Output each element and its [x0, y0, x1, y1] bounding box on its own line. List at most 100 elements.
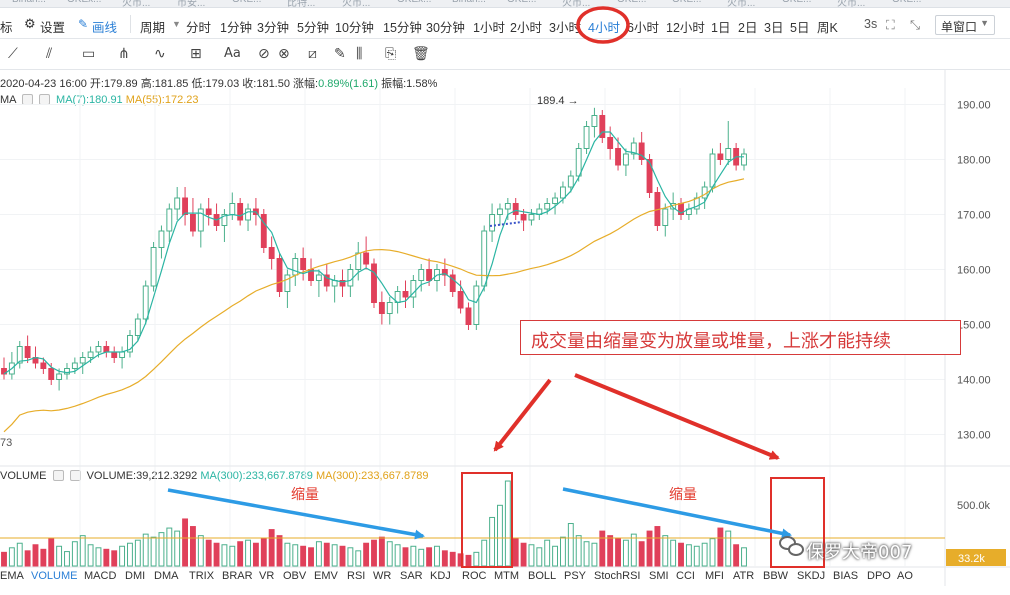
indicator-tab-emv[interactable]: EMV: [314, 570, 338, 582]
volume-tick: 500.0k: [957, 500, 991, 512]
indicator-tab-sar[interactable]: SAR: [400, 570, 423, 582]
indicator-tab-brar[interactable]: BRAR: [222, 570, 253, 582]
indicator-tab-cci[interactable]: CCI: [676, 570, 695, 582]
indicator-tab-smi[interactable]: SMI: [649, 570, 669, 582]
period-2[interactable]: 3分钟: [257, 21, 289, 35]
browser-tab[interactable]: Binan...: [452, 0, 486, 5]
indicator-tab-rsi[interactable]: RSI: [347, 570, 366, 582]
indicator-tab-obv[interactable]: OBV: [283, 570, 307, 582]
indicator-tab-vr[interactable]: VR: [259, 570, 275, 582]
candle-up: [64, 368, 70, 375]
browser-tab[interactable]: OKE...: [892, 0, 921, 5]
indicator-tab-mfi[interactable]: MFI: [705, 570, 724, 582]
candle-up: [87, 351, 94, 358]
indicator-tab-dpo[interactable]: DPO: [867, 570, 891, 582]
settings-icon[interactable]: ⚙: [24, 17, 36, 32]
browser-tab[interactable]: 火币...: [727, 0, 756, 8]
period-13[interactable]: 1日: [711, 21, 731, 35]
trash-icon[interactable]: 🗑: [412, 46, 430, 62]
period-10[interactable]: 4小时: [588, 21, 620, 35]
indicator-tab-macd[interactable]: MACD: [84, 570, 117, 582]
browser-tab[interactable]: 币安...: [177, 0, 206, 8]
settings-button[interactable]: 设置: [40, 21, 66, 35]
browser-tab[interactable]: OKEx...: [397, 0, 431, 5]
browser-tab[interactable]: OKE...: [232, 0, 261, 5]
price-tick: 170.00: [957, 210, 991, 222]
lock-icon[interactable]: ⊗: [278, 46, 290, 62]
browser-tab[interactable]: OKEx...: [67, 0, 101, 5]
browser-tab[interactable]: 火币...: [562, 0, 591, 8]
candle-up: [567, 175, 574, 188]
drawing-toolbar: ⟋ ⫽ ▭ ⋔ ∿ ⊞ Aa ⊘ ⊗ ⧄ ✎ ⫼ ⎘ 🗑: [0, 40, 1010, 70]
volume-bar: [213, 542, 220, 567]
draw-icon[interactable]: ✎: [78, 17, 89, 31]
period-17[interactable]: 周K: [817, 21, 838, 35]
period-7[interactable]: 1小时: [473, 21, 505, 35]
indicator-tab-dmi[interactable]: DMI: [125, 570, 146, 582]
period-9[interactable]: 3小时: [549, 21, 581, 35]
period-1[interactable]: 1分钟: [220, 21, 252, 35]
period-14[interactable]: 2日: [738, 21, 758, 35]
settings-icon[interactable]: [52, 470, 64, 481]
indicator-tab-dma[interactable]: DMA: [154, 570, 179, 582]
period-12[interactable]: 12小时: [666, 21, 705, 35]
candle-down: [276, 258, 283, 292]
indicator-tab-ao[interactable]: AO: [897, 570, 913, 582]
period-5[interactable]: 15分钟: [383, 21, 422, 35]
indicator-tab-skdj[interactable]: SKDJ: [797, 570, 826, 582]
wave-tool-icon[interactable]: ∿: [154, 46, 166, 62]
period-3[interactable]: 5分钟: [297, 21, 329, 35]
indicator-tab-ema[interactable]: EMA: [0, 570, 24, 582]
browser-tab[interactable]: OKE...: [507, 0, 536, 5]
period-15[interactable]: 3日: [764, 21, 784, 35]
indicator-tab-trix[interactable]: TRIX: [189, 570, 215, 582]
browser-tab[interactable]: 火币...: [342, 0, 371, 8]
browser-tab[interactable]: 火币...: [837, 0, 866, 8]
magnet-icon[interactable]: ⊘: [258, 46, 270, 62]
period-8[interactable]: 2小时: [510, 21, 542, 35]
indicator-tab-stochrsi[interactable]: StochRSI: [594, 570, 641, 582]
bars-icon[interactable]: ⫼: [356, 46, 363, 62]
rectangle-tool-icon[interactable]: ▭: [82, 46, 96, 62]
indicator-tab-mtm[interactable]: MTM: [494, 570, 520, 582]
browser-tab[interactable]: 火币...: [122, 0, 151, 8]
copy-icon[interactable]: ⎘: [385, 46, 397, 62]
period-0[interactable]: 分时: [186, 21, 212, 35]
period-16[interactable]: 5日: [790, 21, 810, 35]
candle-up: [410, 280, 417, 298]
window-mode-select[interactable]: 单窗口 ▼: [935, 15, 995, 35]
shrink-icon[interactable]: ⤡: [910, 17, 921, 32]
candle-up: [355, 252, 362, 270]
browser-tab[interactable]: OKE...: [672, 0, 701, 5]
indicator-tab-volume[interactable]: VOLUME: [31, 570, 78, 582]
period-11[interactable]: 6小时: [627, 21, 659, 35]
browser-tab[interactable]: 比特...: [287, 0, 316, 8]
indicator-tab-wr[interactable]: WR: [373, 570, 392, 582]
grid-tool-icon[interactable]: ⊞: [190, 46, 202, 62]
candle-down: [599, 115, 606, 138]
fork-tool-icon[interactable]: ⋔: [118, 46, 130, 62]
indicator-tab-bbw[interactable]: BBW: [763, 570, 789, 582]
volume-bar: [111, 550, 118, 567]
browser-tab[interactable]: OKE...: [782, 0, 811, 5]
chevron-down-icon[interactable]: ▼: [172, 19, 181, 29]
parallel-tool-icon[interactable]: ⫽: [46, 46, 53, 62]
browser-tab[interactable]: OKE...: [617, 0, 646, 5]
period-6[interactable]: 30分钟: [426, 21, 465, 35]
indicator-button[interactable]: 标: [0, 21, 13, 35]
pencil-icon[interactable]: ✎: [334, 46, 346, 62]
browser-tab[interactable]: Binan...: [12, 0, 46, 5]
indicator-tab-psy[interactable]: PSY: [564, 570, 587, 582]
line-tool-icon[interactable]: ⟋: [8, 46, 18, 62]
indicator-tab-kdj[interactable]: KDJ: [430, 570, 451, 582]
indicator-tab-bias[interactable]: BIAS: [833, 570, 859, 582]
indicator-tab-boll[interactable]: BOLL: [528, 570, 557, 582]
fullscreen-icon[interactable]: ⛶: [886, 17, 895, 32]
indicator-tab-roc[interactable]: ROC: [462, 570, 487, 582]
indicator-tab-atr[interactable]: ATR: [733, 570, 755, 582]
text-tool-icon[interactable]: Aa: [224, 46, 241, 61]
ruler-icon[interactable]: ⧄: [308, 46, 317, 62]
period-4[interactable]: 10分钟: [335, 21, 374, 35]
draw-button[interactable]: 画线: [92, 21, 118, 35]
